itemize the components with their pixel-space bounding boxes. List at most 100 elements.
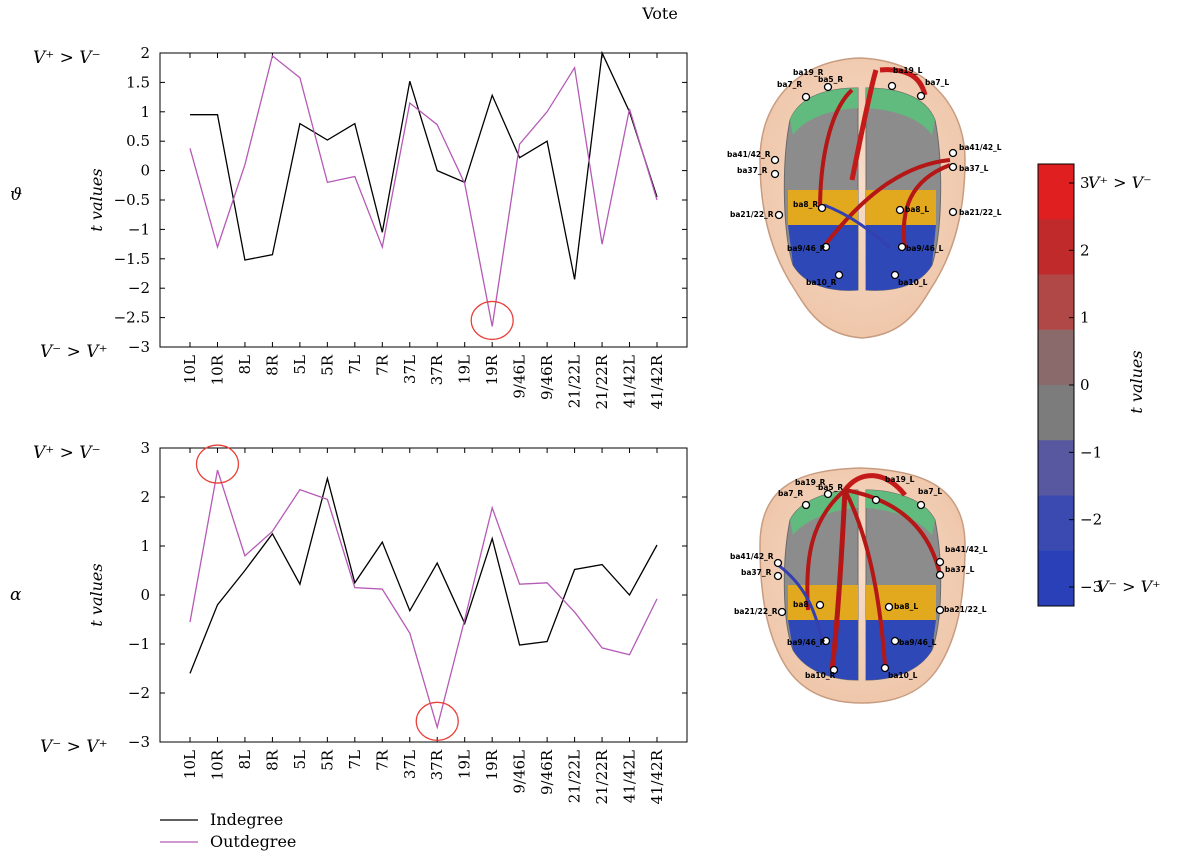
y-tick-label: 1 (140, 537, 150, 555)
x-tick-label: 10R (208, 354, 226, 385)
node-marker (777, 607, 787, 617)
colorbar-segment (1038, 164, 1074, 220)
x-tick-label: 7L (346, 750, 364, 770)
series-line-indegree (190, 50, 658, 280)
x-tick-label: 7R (373, 749, 391, 771)
node-marker (770, 169, 780, 179)
legend-item-indegree[interactable]: Indegree (160, 810, 283, 829)
connection-arc (829, 489, 848, 671)
colorbar-segment (1038, 219, 1074, 275)
brain-label: ba5_R (818, 483, 843, 492)
brain-label: ba41/42_R (727, 150, 771, 159)
node-marker (895, 205, 905, 215)
x-tick-label: 37R (428, 354, 446, 385)
node-marker (916, 500, 926, 510)
colorbar-tick-label: −2 (1080, 511, 1102, 529)
node-marker (887, 81, 897, 91)
node-marker (948, 162, 958, 172)
brain-label: ba8_R (793, 200, 818, 209)
node-markers (773, 489, 945, 675)
colorbar-segment (1038, 385, 1074, 441)
brain-label: ba7_L (918, 487, 942, 496)
node-marker (829, 665, 839, 675)
brain-label: ba37_R (737, 166, 768, 175)
highlight-circle (195, 444, 240, 484)
colorbar-tick-label: −3 (1080, 578, 1102, 596)
brain-label: ba41/42_R (730, 552, 774, 561)
region-green-left (866, 88, 935, 135)
node-marker (948, 207, 958, 217)
node-marker (935, 605, 945, 615)
brain-labels-alpha: ba19_R ba5_R ba19_L ba7_R ba7_L ba41/42_… (730, 475, 988, 680)
legend-item-outdegree[interactable]: Outdegree (160, 832, 296, 851)
brain-label: ba9/46_R (787, 638, 826, 647)
brain-label: ba8_L (894, 602, 918, 611)
colorbar-segment (1038, 550, 1074, 607)
x-tick-label: 7R (373, 354, 391, 376)
colorbar-tick-label: 3 (1080, 174, 1090, 192)
band-label: ϑ (10, 185, 22, 205)
x-tick-label: 5L (291, 355, 309, 375)
colorbar-segment (1038, 495, 1074, 552)
region-blue-right (788, 620, 858, 680)
brain-label: ba41/42_L (959, 143, 1002, 152)
colorbar-tick-label: 0 (1080, 376, 1090, 394)
x-tick-label: 19R (483, 354, 501, 385)
node-marker (801, 92, 811, 102)
node-marker (890, 270, 900, 280)
x-tick-label: 37R (428, 749, 446, 780)
colorbar-top-label: V⁺ > V⁻ (1088, 173, 1152, 192)
brain-label: ba37_L (959, 164, 989, 173)
legend-label-outdegree: Outdegree (210, 832, 296, 851)
connection-arc (823, 203, 892, 250)
node-marker (948, 148, 958, 158)
colorbar-tick-label: 1 (1080, 309, 1090, 327)
node-marker (880, 663, 890, 673)
x-tick-label: 9/46L (511, 355, 529, 399)
node-marker (773, 571, 783, 581)
x-tick-label: 41/42L (621, 355, 639, 408)
bottom-annotation: V⁻ > V⁺ (40, 342, 108, 362)
x-tick-label: 37L (401, 355, 419, 384)
y-tick-label: 1.5 (126, 73, 150, 91)
node-marker (871, 495, 881, 505)
colorbar-tick-label: 2 (1080, 241, 1090, 259)
x-tick-label: 19R (483, 749, 501, 780)
highlight-circle (415, 701, 459, 741)
x-tick-label: 8L (236, 355, 254, 375)
x-tick-label: 19L (456, 750, 474, 779)
brain-labels-theta: ba19_R ba5_R ba19_L ba7_R ba7_L ba41/42_… (727, 66, 1002, 287)
x-tick-label: 8L (236, 750, 254, 770)
colorbar-segment (1038, 440, 1074, 496)
brain-label: ba21/22_R (730, 210, 774, 219)
y-tick-label: −1.5 (114, 250, 150, 268)
x-tick-label: 9/46R (538, 354, 556, 400)
y-tick-label: 0.5 (126, 132, 150, 150)
x-tick-label: 5L (291, 750, 309, 770)
x-tick-label: 5R (318, 749, 336, 771)
figure-title: Vote (641, 4, 678, 23)
brain-label: ba19_R (793, 68, 824, 77)
brain-label: ba41/42_L (945, 545, 988, 554)
node-marker (823, 82, 833, 92)
y-tick-label: 0 (140, 586, 150, 604)
alpha-chart: 3 2 1 0 −1 −2 −3 10L 10R 8L 8R 5L 5R 7L 7R 37L 37R 19L 19R… (10, 439, 688, 805)
brain-label: ba7_R (777, 80, 802, 89)
x-tick-label: 9/46R (538, 749, 556, 795)
brain-label: ba10_L (898, 278, 928, 287)
node-marker (834, 270, 844, 280)
y-axis-label: t values (87, 563, 106, 626)
chart-legend: Indegree Outdegree (160, 810, 296, 851)
brain-map-alpha: ba19_R ba5_R ba19_L ba7_R ba7_L ba41/42_… (730, 467, 988, 704)
y-tick-label: −2 (128, 684, 150, 702)
band-label: α (10, 585, 22, 605)
y-tick-label: 2 (140, 44, 150, 62)
connection-arc (777, 563, 824, 641)
x-tick-label: 21/22L (566, 355, 584, 408)
brain-label: ba9/46_R (787, 244, 826, 253)
node-marker (821, 242, 831, 252)
x-tick-label: 19L (456, 355, 474, 384)
colorbar-tick-label: −1 (1080, 443, 1102, 461)
x-tick-label: 9/46L (511, 750, 529, 794)
